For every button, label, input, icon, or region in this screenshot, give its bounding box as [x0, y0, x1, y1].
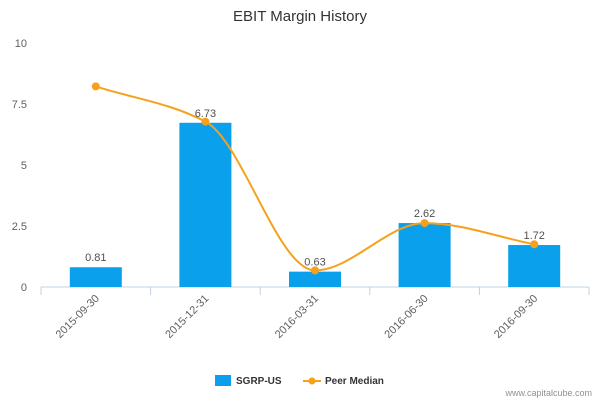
bar-series — [69, 122, 561, 288]
bar-value-label: 0.63 — [304, 257, 325, 269]
peer-median-point[interactable] — [91, 82, 100, 91]
bar[interactable] — [69, 267, 122, 287]
peer-median-line — [95, 85, 535, 272]
legend-item-sgrp[interactable]: SGRP-US — [215, 375, 282, 387]
chart-title: EBIT Margin History — [233, 8, 367, 25]
bar-value-label: 1.72 — [523, 230, 544, 242]
legend-swatch-marker — [308, 377, 316, 385]
bar-value-label: 6.73 — [195, 108, 216, 120]
bar-value-label: 2.62 — [414, 208, 435, 220]
x-tick-label: 2016-06-30 — [382, 293, 430, 341]
x-axis-ticks: 2015-09-30 2015-12-31 2016-03-31 2016-06-30… — [40, 287, 590, 341]
peer-median-point[interactable] — [201, 117, 210, 126]
x-tick-label: 2016-09-30 — [492, 293, 540, 341]
legend-label-peer-median: Peer Median — [325, 376, 384, 387]
bar[interactable] — [398, 223, 451, 287]
x-tick-label: 2016-03-31 — [273, 293, 321, 341]
x-tick-label: 2015-12-31 — [163, 293, 211, 341]
data-labels: 0.81 6.73 0.63 2.62 1.72 — [85, 108, 545, 269]
legend-label-sgrp: SGRP-US — [236, 376, 282, 387]
bar[interactable] — [289, 271, 341, 287]
peer-median-point[interactable] — [420, 219, 429, 228]
legend-swatch-bar — [215, 375, 231, 386]
bar[interactable] — [508, 245, 561, 287]
y-tick-label: 10 — [15, 38, 27, 50]
peer-median-point[interactable] — [311, 266, 319, 275]
watermark: www.capitalcube.com — [504, 388, 592, 398]
y-tick-label: 7.5 — [12, 99, 27, 111]
bar[interactable] — [179, 122, 232, 288]
bar-value-label: 0.81 — [85, 252, 106, 264]
line-series — [91, 82, 539, 275]
y-tick-label: 5 — [21, 160, 27, 172]
legend-item-peer-median[interactable]: Peer Median — [303, 376, 384, 387]
peer-median-point[interactable] — [530, 240, 539, 249]
x-tick-label: 2015-09-30 — [54, 293, 102, 341]
y-tick-label: 2.5 — [12, 221, 27, 233]
legend: SGRP-US Peer Median — [215, 375, 384, 387]
y-tick-label: 0 — [21, 282, 27, 294]
y-axis-ticks: 0 2.5 5 7.5 10 — [12, 38, 27, 294]
